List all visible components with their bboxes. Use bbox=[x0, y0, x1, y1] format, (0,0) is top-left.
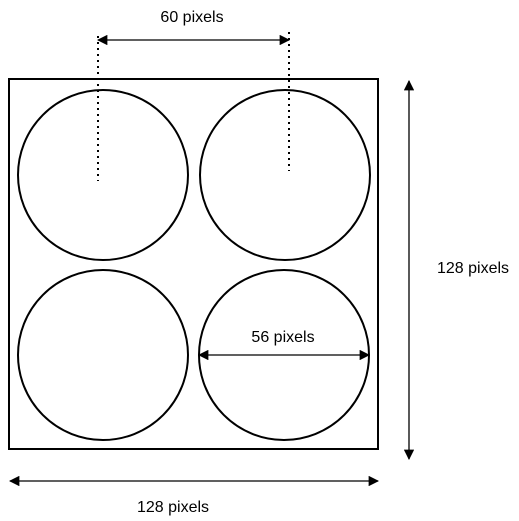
circle-top-right bbox=[199, 89, 371, 261]
circle-top-left bbox=[17, 89, 189, 261]
circle-bottom-left bbox=[17, 269, 189, 441]
center-spacing-label: 60 pixels bbox=[160, 9, 223, 26]
diameter-label: 56 pixels bbox=[251, 329, 314, 346]
outer-square bbox=[8, 78, 379, 450]
height-label: 128 pixels bbox=[437, 260, 509, 277]
width-label: 128 pixels bbox=[137, 499, 209, 516]
